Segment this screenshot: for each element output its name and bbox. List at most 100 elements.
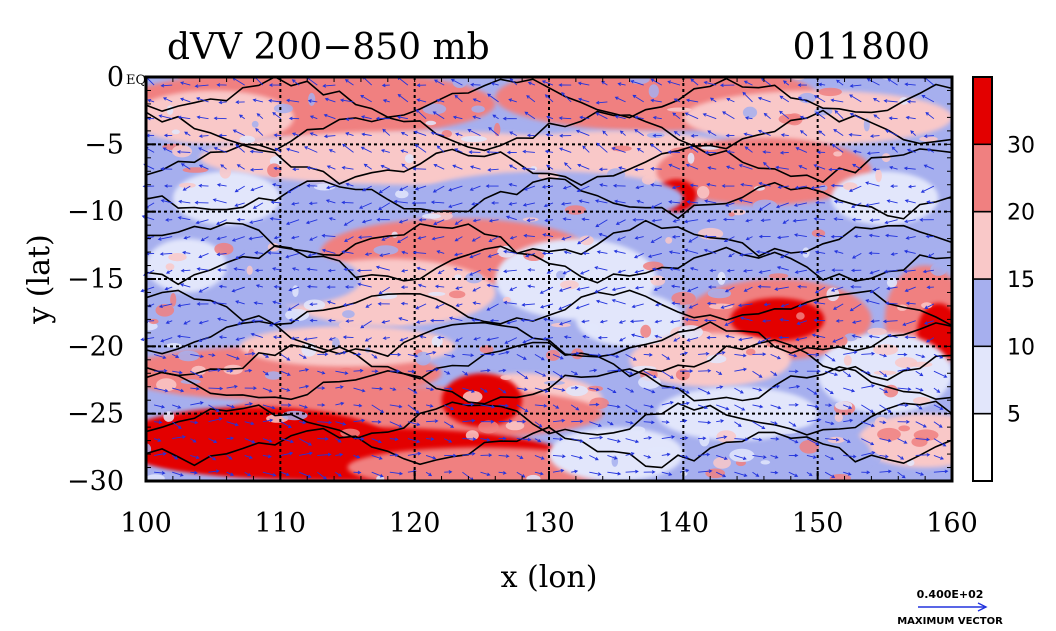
wind-vector <box>617 269 626 274</box>
wind-vector <box>542 233 554 238</box>
x-tick-label: 100 <box>120 508 172 539</box>
wind-vector <box>596 250 608 254</box>
wind-vector <box>813 217 826 221</box>
wind-vector <box>775 165 789 170</box>
wind-vector <box>306 183 318 188</box>
wind-vector <box>487 168 499 172</box>
field-blob <box>683 90 952 145</box>
wind-vector <box>244 351 256 356</box>
wind-vector <box>147 98 155 103</box>
wind-vector <box>280 451 294 456</box>
field-speckle <box>834 413 843 422</box>
wind-vector <box>806 369 821 374</box>
wind-vector <box>806 418 822 423</box>
wind-vector <box>833 128 844 136</box>
wind-vector <box>448 316 463 322</box>
wind-vector <box>836 79 844 86</box>
wind-vector <box>612 183 626 188</box>
wind-vector <box>153 404 166 409</box>
wind-vector <box>879 454 889 459</box>
wind-vector <box>897 471 906 479</box>
wind-vector <box>744 146 753 153</box>
wind-vector <box>679 369 694 373</box>
wind-vector <box>886 286 898 291</box>
wind-vector <box>290 235 300 240</box>
wind-vector <box>581 217 590 222</box>
wind-vector <box>462 402 475 407</box>
wind-vector <box>226 421 239 427</box>
wind-vector <box>625 420 634 425</box>
wind-vector <box>172 435 186 440</box>
wind-vector <box>865 202 880 207</box>
wind-vector <box>643 420 655 425</box>
wind-vector <box>795 337 807 342</box>
wind-vector <box>799 115 808 120</box>
wind-vector <box>381 236 390 241</box>
field-speckle <box>847 414 862 429</box>
wind-vector <box>345 319 354 323</box>
wind-vector <box>273 235 282 240</box>
y-axis-label: y (lat) <box>22 234 57 324</box>
wind-vector <box>249 168 263 172</box>
wind-vector <box>599 183 608 187</box>
wind-vector <box>361 132 372 137</box>
y-tick-label: −10 <box>67 197 124 228</box>
wind-vector <box>418 218 427 222</box>
wind-vector <box>907 184 916 189</box>
wind-vector <box>926 285 934 290</box>
wind-vector <box>703 234 717 239</box>
wind-vector <box>473 337 481 341</box>
wind-vector <box>184 131 191 136</box>
wind-vector <box>200 236 209 242</box>
wind-vector <box>589 387 600 392</box>
wind-vector <box>650 183 662 187</box>
wind-vector <box>216 252 227 257</box>
wind-vectors <box>140 75 949 481</box>
wind-vector <box>851 320 862 324</box>
wind-vector <box>292 167 300 172</box>
wind-vector <box>177 115 191 120</box>
field-speckle <box>713 456 731 469</box>
wind-vector <box>582 334 590 339</box>
wind-vector <box>738 337 753 342</box>
wind-vector <box>462 437 477 441</box>
wind-vector <box>226 455 233 460</box>
field-blob <box>146 238 227 293</box>
wind-vector <box>885 233 898 238</box>
field-speckle <box>465 272 483 284</box>
field-speckle <box>544 245 569 250</box>
wind-vector <box>828 167 844 172</box>
wind-vector <box>378 202 391 210</box>
wind-vector <box>433 79 445 86</box>
wind-vector <box>933 404 944 410</box>
wind-vector <box>686 337 699 342</box>
wind-vector <box>399 185 409 191</box>
wind-vector <box>522 337 536 344</box>
wind-vector <box>317 437 329 441</box>
wind-vector <box>888 116 898 121</box>
wind-vector <box>159 252 173 256</box>
wind-vector <box>926 200 934 204</box>
field-speckle <box>526 474 541 481</box>
wind-vector <box>236 164 245 170</box>
wind-vector <box>251 319 263 323</box>
wind-vector <box>288 116 300 121</box>
wind-vector <box>904 199 916 204</box>
wind-vector <box>757 129 771 137</box>
wind-vector <box>558 116 572 120</box>
wind-vector <box>177 216 191 221</box>
wind-vector <box>811 333 826 339</box>
field-speckle <box>707 288 732 299</box>
wind-vector <box>298 404 308 409</box>
wind-vector <box>299 420 307 425</box>
wind-vector <box>218 100 227 105</box>
wind-vector <box>542 317 554 322</box>
wind-vector <box>882 319 898 324</box>
wind-vector <box>415 303 427 310</box>
wind-vector <box>176 334 191 339</box>
wind-vector <box>280 471 290 477</box>
wind-vector <box>317 452 332 457</box>
wind-vector <box>526 95 536 103</box>
field-speckle <box>775 429 798 434</box>
wind-vector <box>401 250 409 255</box>
